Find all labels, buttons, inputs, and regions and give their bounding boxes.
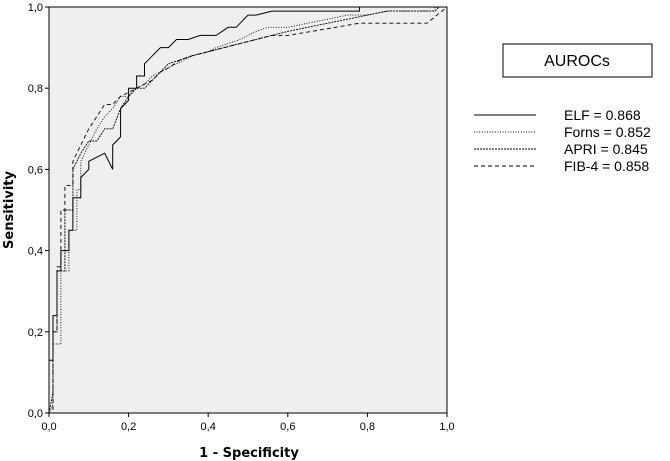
legend-title-box: [502, 43, 653, 78]
y-tick-label: 0,4: [28, 246, 43, 258]
legend-label-3: APRI = 0.845: [564, 141, 648, 157]
plot-frame: [48, 6, 448, 414]
legend-title: AUROCs: [544, 53, 610, 70]
y-tick-label: 0,6: [28, 164, 43, 176]
y-tick-label: 0,0: [28, 408, 43, 420]
x-tick-label: 0,4: [201, 421, 216, 433]
y-axis-ticks: 0,0 0,2 0,4 0,6 0,8 1,0: [28, 2, 49, 420]
roc-curve-4: [49, 6, 448, 414]
x-tick-label: 0,6: [280, 421, 295, 433]
roc-curve-2: [48, 6, 447, 414]
y-tick-label: 1,0: [28, 2, 43, 14]
legend-label-1: ELF = 0.868: [564, 107, 641, 123]
roc-curves: [48, 6, 448, 414]
x-axis-title: 1 - Specificity: [199, 446, 299, 461]
y-axis-title: Sensitivity: [2, 171, 17, 249]
plot-background: [49, 7, 447, 413]
x-tick-label: 0,8: [360, 421, 375, 433]
x-tick-label: 0,2: [121, 421, 136, 433]
x-tick-label: 1,0: [439, 421, 454, 433]
y-tick-label: 0,8: [28, 83, 43, 95]
x-axis-ticks: 0,0 0,2 0,4 0,6 0,8 1,0: [41, 413, 455, 433]
legend-label-2: Forns = 0.852: [564, 124, 651, 140]
y-tick-label: 0,2: [28, 327, 43, 339]
legend-label-4: FIB-4 = 0.858: [564, 158, 649, 174]
roc-curve-1: [48, 6, 447, 413]
x-tick-label: 0,0: [41, 421, 56, 433]
